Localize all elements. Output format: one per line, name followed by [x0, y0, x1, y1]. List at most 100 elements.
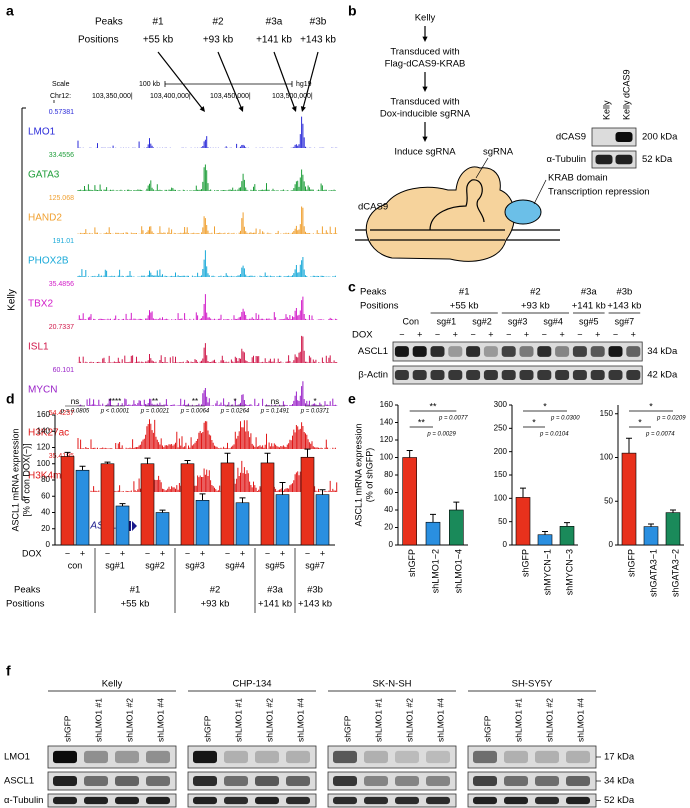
- y-tick-label: 40: [41, 508, 50, 517]
- track-scale: 54.4237: [49, 410, 74, 417]
- label: −: [435, 329, 440, 339]
- label: SH-SY5Y: [512, 679, 553, 690]
- label: +: [417, 329, 422, 339]
- bar: [515, 497, 531, 546]
- p-value: p = 0.0029: [426, 432, 456, 438]
- lane-label: shLMO1 #4: [575, 698, 585, 742]
- y-tick-label: 120: [380, 435, 394, 444]
- band: [286, 796, 310, 805]
- error-bar: [264, 452, 271, 463]
- error-bar: [104, 461, 111, 464]
- label: ASCL1: [358, 346, 388, 357]
- lane-label: shLMO1 #2: [404, 698, 414, 742]
- track-scale: 125.068: [49, 195, 74, 202]
- band: [615, 131, 633, 143]
- blot: [187, 793, 317, 808]
- y-tick-label: 150: [494, 470, 508, 479]
- dcas9-shape: [365, 166, 516, 262]
- y-tick-label: 0: [503, 540, 508, 549]
- band: [501, 369, 516, 381]
- label: #3b: [307, 585, 323, 596]
- error-bar: [319, 489, 326, 495]
- y-tick-label: 300: [494, 400, 508, 409]
- band: [590, 369, 605, 381]
- bar: [180, 463, 195, 546]
- band: [364, 775, 388, 787]
- label: SK-N-SH: [372, 679, 411, 690]
- band: [84, 775, 108, 787]
- y-tick-label: 100: [494, 493, 508, 502]
- band: [626, 369, 641, 381]
- band: [448, 346, 463, 357]
- y-tick-label: 50: [498, 517, 507, 526]
- label: #1: [152, 17, 164, 28]
- panel-label: d: [6, 391, 15, 407]
- label: +: [595, 329, 600, 339]
- p-value: p = 0.0104: [539, 432, 569, 438]
- band: [572, 346, 587, 357]
- signal-track: [77, 419, 336, 449]
- legend-label: +: [80, 548, 85, 558]
- label: +141 kb: [258, 599, 292, 610]
- label: #2: [530, 287, 541, 298]
- band: [426, 775, 450, 787]
- band: [115, 796, 139, 805]
- arrow-head: [300, 106, 306, 112]
- error-bar: [520, 487, 526, 498]
- error-bar: [626, 437, 632, 454]
- label: #3a: [581, 287, 598, 298]
- bar: [235, 502, 250, 546]
- track-name: GATA3: [28, 170, 60, 181]
- track-scale: 60.101: [53, 367, 75, 374]
- label: 34 kDa: [647, 346, 678, 357]
- label: +143 kb: [298, 599, 332, 610]
- y-tick-label: 60: [41, 491, 50, 500]
- band: [555, 346, 570, 357]
- band: [364, 750, 388, 764]
- y-axis-label: ASCL1 mRNA expression: [10, 428, 20, 531]
- blot: [392, 341, 643, 362]
- significance: **: [429, 401, 437, 411]
- band: [566, 796, 590, 805]
- y-tick-label: 120: [37, 443, 51, 452]
- band: [537, 346, 552, 357]
- x-tick-label: sg#4: [225, 560, 245, 570]
- arrow-shaft: [157, 51, 203, 109]
- band: [519, 369, 534, 381]
- significance: *: [233, 397, 236, 406]
- arrow-shaft: [302, 51, 319, 108]
- label: Dox-inducible sgRNA: [380, 109, 471, 120]
- label: −: [470, 329, 475, 339]
- label: sgRNA: [483, 147, 514, 158]
- track-scale: 191.01: [53, 238, 75, 245]
- x-tick-label: shMYCN−3: [564, 549, 574, 595]
- band: [146, 750, 170, 764]
- lane-label: shGFP: [202, 715, 212, 742]
- legend-label: −: [305, 548, 310, 558]
- x-tick-label: shGFP: [626, 549, 636, 577]
- label: 100 kb: [139, 81, 160, 88]
- bar: [425, 521, 441, 546]
- band: [395, 796, 419, 805]
- band: [535, 750, 559, 764]
- significance: *: [543, 401, 547, 411]
- signal-track: [77, 294, 338, 320]
- bar: [155, 512, 170, 546]
- track-name: LMO1: [28, 127, 56, 138]
- significance: *: [649, 401, 653, 411]
- y-tick-label: 160: [380, 400, 394, 409]
- band: [555, 369, 570, 381]
- label: +93 kb: [201, 599, 230, 610]
- legend-label: +: [320, 548, 325, 558]
- band: [146, 796, 170, 805]
- bar: [449, 509, 464, 546]
- arrow-head: [422, 86, 428, 92]
- label: DOX: [22, 548, 42, 558]
- error-bar: [184, 460, 191, 464]
- x-tick-label: sg#1: [105, 560, 125, 570]
- label: Kelly: [7, 289, 18, 311]
- y-tick-label: 20: [41, 524, 50, 533]
- p-value: p = 0.0300: [550, 416, 580, 422]
- band: [84, 796, 108, 805]
- band: [412, 369, 427, 381]
